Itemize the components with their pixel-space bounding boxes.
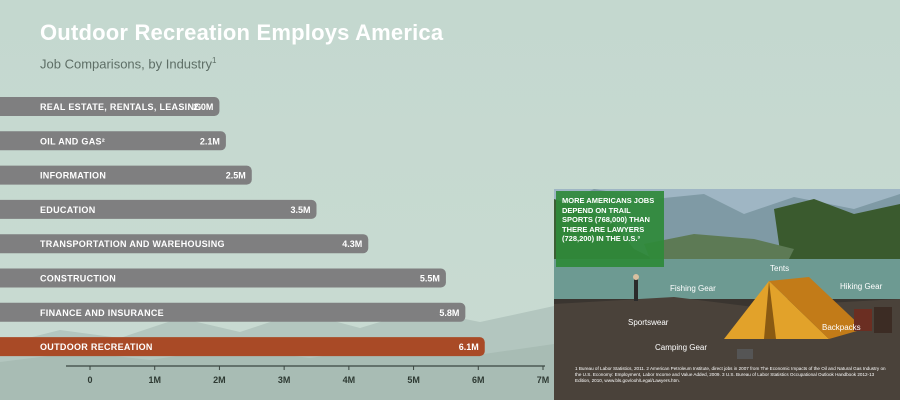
value-label-education: 3.5M [290, 205, 310, 215]
x-axis: 0 1M 2M 3M 4M 5M 6M 7M [66, 365, 550, 385]
category-label-finance-and-insurance: FINANCE AND INSURANCE [40, 308, 164, 318]
page-title: Outdoor Recreation Employs America [40, 20, 444, 45]
subtitle-footnote-mark: 1 [211, 56, 217, 65]
value-label-transportation-and-warehousing: 4.3M [342, 239, 362, 249]
bar-transportation-and-warehousing [0, 234, 369, 254]
category-label-oil-and-gas: OIL AND GAS² [40, 136, 105, 146]
bar-construction [0, 268, 446, 288]
value-label-oil-and-gas: 2.1M [200, 136, 220, 146]
chart-subtitle: Job Comparisons, by Industry1 [40, 56, 216, 71]
category-label-construction: CONSTRUCTION [40, 274, 116, 284]
bar-finance-and-insurance [0, 302, 466, 322]
category-label-outdoor-recreation: OUTDOOR RECREATION [40, 342, 153, 352]
label-backpacks: Backpacks [822, 323, 861, 332]
value-label-outdoor-recreation: 6.1M [459, 342, 479, 352]
x-tick-label: 4M [343, 375, 356, 385]
value-label-real-estate-rentals-leasing: 2.0M [193, 102, 213, 112]
x-tick-label: 3M [278, 375, 291, 385]
value-label-construction: 5.5M [420, 274, 440, 284]
label-tents: Tents [770, 264, 790, 273]
x-tick-label: 1M [148, 375, 161, 385]
x-tick-label: 7M [537, 375, 550, 385]
campsite-illustration [554, 189, 900, 400]
bar-information [0, 165, 252, 185]
bar-education [0, 199, 317, 219]
label-fishing-gear: Fishing Gear [670, 284, 716, 293]
label-hiking-gear: Hiking Gear [840, 282, 883, 291]
bar-outdoor-recreation [0, 337, 485, 357]
category-label-real-estate-rentals-leasing: REAL ESTATE, RENTALS, LEASING [40, 102, 202, 112]
x-tick-label: 2M [213, 375, 226, 385]
x-tick-label: 5M [407, 375, 420, 385]
footnotes: 1 Bureau of Labor Statistics, 2011. 2 Am… [575, 366, 886, 383]
value-label-information: 2.5M [226, 171, 246, 181]
label-sportswear: Sportswear [628, 318, 669, 327]
callout-text: MORE AMERICANS JOBS DEPEND ON TRAIL SPOR… [562, 196, 655, 243]
campsite-photo [554, 189, 900, 400]
bar-oil-and-gas [0, 131, 226, 151]
x-tick-label: 6M [472, 375, 485, 385]
value-label-finance-and-insurance: 5.8M [439, 308, 459, 318]
category-label-education: EDUCATION [40, 205, 96, 215]
label-camping-gear: Camping Gear [655, 343, 708, 352]
subtitle-text: Job Comparisons, by Industry [40, 56, 212, 72]
callout-box [556, 191, 664, 267]
x-tick-label: 0 [87, 375, 92, 385]
category-label-information: INFORMATION [40, 171, 106, 181]
bar-real-estate-rentals-leasing [0, 97, 220, 116]
category-label-transportation-and-warehousing: TRANSPORTATION AND WAREHOUSING [40, 239, 225, 249]
